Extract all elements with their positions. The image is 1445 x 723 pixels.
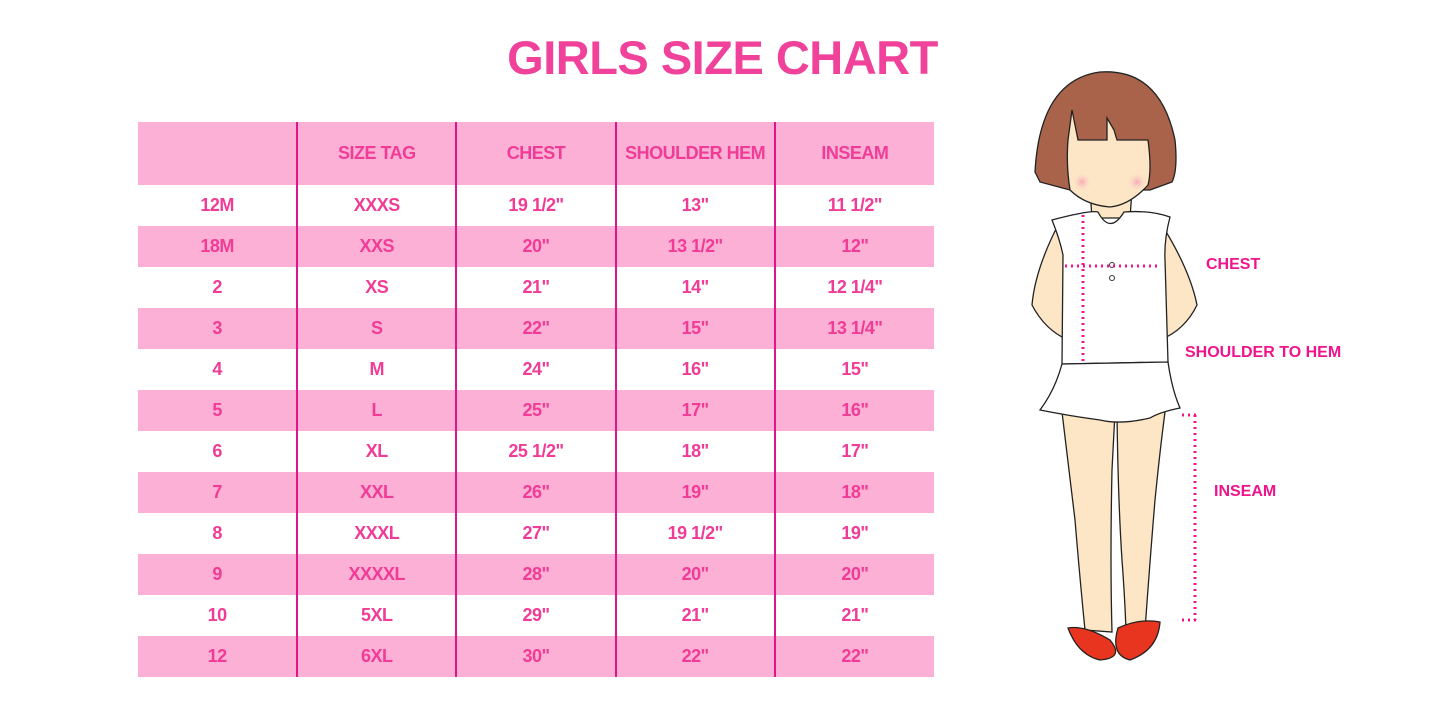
cell-size-tag: XS	[296, 267, 457, 308]
table-row: 3 S 22" 15" 13 1/4"	[138, 308, 934, 349]
cell-inseam: 19"	[773, 513, 934, 554]
cell-inseam: 20"	[773, 554, 934, 595]
table-row: 9 XXXXL 28" 20" 20"	[138, 554, 934, 595]
shoulder-to-hem-label: SHOULDER TO HEM	[1185, 344, 1342, 361]
cell-shoulder-hem: 16"	[614, 349, 775, 390]
table-row: 7 XXL 26" 19" 18"	[138, 472, 934, 513]
table-row: 18M XXS 20" 13 1/2" 12"	[138, 226, 934, 267]
cell-size-tag: M	[296, 349, 457, 390]
table-row: 8 XXXL 27" 19 1/2" 19"	[138, 513, 934, 554]
cell-chest: 25 1/2"	[455, 431, 616, 472]
cell-shoulder-hem: 13 1/2"	[614, 226, 775, 267]
cell-size-tag: XL	[296, 431, 457, 472]
table-row: 4 M 24" 16" 15"	[138, 349, 934, 390]
cell-chest: 26"	[455, 472, 616, 513]
cell-chest: 20"	[455, 226, 616, 267]
cell-shoulder-hem: 21"	[614, 595, 775, 636]
header-size	[138, 122, 298, 185]
cell-inseam: 17"	[773, 431, 934, 472]
size-chart-table: SIZE TAG CHEST SHOULDER HEM INSEAM 12M XX…	[138, 122, 934, 677]
cell-size-tag: 5XL	[296, 595, 457, 636]
cell-shoulder-hem: 15"	[614, 308, 775, 349]
cell-size-tag: 6XL	[296, 636, 457, 677]
header-inseam: INSEAM	[773, 122, 934, 185]
chest-label: CHEST	[1206, 256, 1261, 273]
table-row: 5 L 25" 17" 16"	[138, 390, 934, 431]
cell-size: 6	[212, 441, 222, 461]
cell-size: 3	[138, 308, 298, 349]
cell-size-tag: XXL	[296, 472, 457, 513]
table-row: 10 5XL 29" 21" 21"	[138, 595, 934, 636]
cell-shoulder-hem: 19 1/2"	[614, 513, 775, 554]
cell-size: 9	[138, 554, 298, 595]
cell-shoulder-hem: 19"	[614, 472, 775, 513]
cell-inseam: 16"	[773, 390, 934, 431]
cell-inseam: 21"	[773, 595, 934, 636]
header-size-tag: SIZE TAG	[296, 122, 457, 185]
header-chest: CHEST	[455, 122, 616, 185]
cell-shoulder-hem: 18"	[614, 431, 775, 472]
cell-size: 18M	[138, 226, 298, 267]
cell-size: 7	[138, 472, 298, 513]
cell-shoulder-hem: 22"	[614, 636, 775, 677]
header-shoulder-hem: SHOULDER HEM	[614, 122, 775, 185]
cell-chest: 22"	[455, 308, 616, 349]
cell-size: 10	[207, 605, 228, 625]
table-header-row: SIZE TAG CHEST SHOULDER HEM INSEAM	[138, 122, 934, 185]
cell-shoulder-hem: 20"	[614, 554, 775, 595]
cell-inseam: 12 1/4"	[773, 267, 934, 308]
cell-size-tag: S	[296, 308, 457, 349]
cell-size: 12	[138, 636, 298, 677]
cell-chest: 19 1/2"	[455, 185, 616, 226]
cell-size-tag: XXXXL	[296, 554, 457, 595]
cell-size: 2	[212, 277, 222, 297]
cell-inseam: 22"	[773, 636, 934, 677]
cell-inseam: 18"	[773, 472, 934, 513]
cell-inseam: 11 1/2"	[773, 185, 934, 226]
cell-shoulder-hem: 13"	[614, 185, 775, 226]
cell-chest: 30"	[455, 636, 616, 677]
cell-shoulder-hem: 17"	[614, 390, 775, 431]
table-row: 12 6XL 30" 22" 22"	[138, 636, 934, 677]
cell-shoulder-hem: 14"	[614, 267, 775, 308]
cell-chest: 27"	[455, 513, 616, 554]
cell-chest: 29"	[455, 595, 616, 636]
cell-inseam: 13 1/4"	[773, 308, 934, 349]
girl-illustration: CHEST SHOULDER TO HEM INSEAM	[1000, 60, 1445, 680]
cell-size: 8	[212, 523, 222, 543]
inseam-label: INSEAM	[1214, 483, 1277, 500]
cell-chest: 25"	[455, 390, 616, 431]
cell-size-tag: L	[296, 390, 457, 431]
cell-size: 5	[138, 390, 298, 431]
cell-chest: 24"	[455, 349, 616, 390]
page-title: GIRLS SIZE CHART	[507, 31, 938, 84]
table-row: 12M XXXS 19 1/2" 13" 11 1/2"	[138, 185, 934, 226]
girl-figure-icon	[1031, 71, 1200, 661]
cell-inseam: 12"	[773, 226, 934, 267]
cell-size: 12M	[200, 195, 234, 215]
cell-size-tag: XXS	[296, 226, 457, 267]
cell-size: 4	[212, 359, 222, 379]
cell-inseam: 15"	[773, 349, 934, 390]
cell-chest: 21"	[455, 267, 616, 308]
cell-chest: 28"	[455, 554, 616, 595]
cell-size-tag: XXXL	[296, 513, 457, 554]
cell-size-tag: XXXS	[296, 185, 457, 226]
table-row: 6 XL 25 1/2" 18" 17"	[138, 431, 934, 472]
table-row: 2 XS 21" 14" 12 1/4"	[138, 267, 934, 308]
